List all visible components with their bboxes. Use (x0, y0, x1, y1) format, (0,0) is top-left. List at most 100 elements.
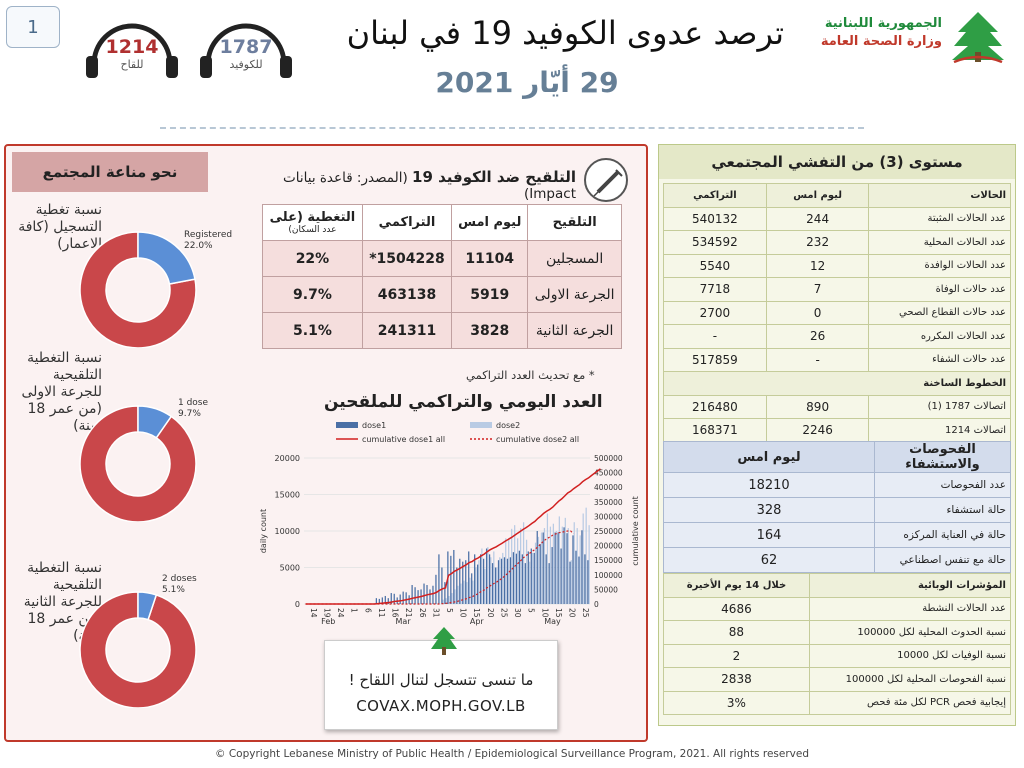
bar-dose1 (384, 595, 386, 604)
y2-tick-label: 450000 (594, 469, 623, 478)
table-header-row: المؤشرات الوبائية خلال 14 يوم الأخيرة (663, 573, 1012, 598)
test-value: 18210 (663, 472, 875, 498)
covax-link[interactable]: COVAX.MOPH.GOV.LB (356, 697, 526, 715)
hotline-covid-label: للكوفيد (229, 57, 263, 71)
donut-remaining-slice (79, 405, 197, 522)
row-yesterday: 5919 (451, 276, 529, 313)
bar-dose1 (509, 557, 512, 604)
table-row: المسجلين 11104 1504228* 22% (262, 240, 622, 277)
table-row: اتصالات 1214 2246 168371 (663, 418, 1011, 443)
bar-dose2 (549, 526, 552, 604)
bar-dose1 (423, 583, 425, 604)
bar-dose2 (508, 538, 510, 604)
y-tick-label: 5000 (280, 564, 300, 573)
headset-icon (86, 23, 178, 94)
x-tick-label: 24 (336, 608, 345, 618)
indicator-value: 2 (663, 643, 810, 668)
donut-registered-series: Registered (184, 230, 233, 240)
bar-dose1 (533, 552, 535, 604)
bar-dose1 (572, 535, 574, 604)
bar-dose2 (490, 557, 492, 604)
case-label: عدد حالات القطاع الصحي (868, 300, 1011, 325)
covax-cta: ما تنسى تتسجل لتنال اللقاح ! (348, 671, 534, 689)
bar-dose2 (493, 551, 495, 604)
x-tick-label: 20 (568, 608, 577, 618)
bar-dose1 (441, 567, 443, 604)
hotline-yesterday: 2246 (765, 418, 870, 443)
page-number: 1 (6, 6, 60, 48)
table-row: إيجابية فحص PCR لكل مئة فحص 3% (663, 690, 1012, 715)
y2-tick-label: 100000 (594, 571, 623, 580)
bar-dose1 (518, 550, 520, 604)
bar-dose2 (552, 523, 555, 604)
case-label: عدد حالات الشفاء (868, 347, 1011, 372)
bar-dose2 (561, 526, 563, 604)
x-tick-label: 30 (513, 608, 522, 618)
donut-dose1-percent: 9.7% (178, 409, 201, 419)
case-yesterday: 244 (765, 206, 870, 231)
community-level-heading: مستوى (3) من التفشي المجتمعي (659, 145, 1015, 179)
case-yesterday: 12 (765, 253, 870, 278)
bar-dose2 (484, 568, 486, 604)
col-header-coverage-l1: التغطية (على (269, 210, 356, 225)
table-row: عدد حالات القطاع الصحي 0 2700 (663, 300, 1011, 325)
indicator-label: نسبة الوفيات لكل 10000 (808, 643, 1012, 668)
legend-swatch (336, 422, 358, 428)
bar-dose1 (506, 558, 509, 604)
bar-dose2 (454, 589, 456, 604)
case-label: عدد الحالات المكرره (868, 324, 1011, 349)
bar-dose2 (478, 560, 480, 604)
table-row: عدد حالات الوفاة 7 7718 (663, 277, 1011, 302)
bar-dose1 (429, 589, 431, 604)
hotline-cumulative: 168371 (663, 418, 767, 443)
row-name: الجرعة الثانية (527, 312, 622, 349)
legend-label: dose2 (496, 421, 520, 430)
indicator-value: 2838 (663, 667, 810, 692)
test-value: 328 (663, 497, 875, 523)
bar-dose2 (457, 585, 459, 604)
bar-dose2 (519, 528, 522, 604)
vaccination-title-bold: التلقيح ضد الكوفيد 19 (412, 168, 576, 186)
donut-dose2-label: 2 doses 5.1% (162, 574, 197, 596)
indicator-label: نسبة الحدوث المحلية لكل 100000 (808, 620, 1012, 645)
row-yesterday: 3828 (451, 312, 529, 349)
coverage-label-dose2: نسبة التغطية التلقيحية للجرعة الثانية (م… (23, 560, 102, 644)
bar-dose1 (587, 560, 589, 604)
table-header-row: الحالات ليوم امس التراكمي (663, 183, 1011, 208)
bar-dose1 (387, 598, 389, 604)
x-tick-label: 14 (309, 608, 318, 618)
cedar-icon (431, 627, 457, 655)
bar-dose1 (494, 567, 497, 604)
bar-dose1 (453, 549, 455, 604)
bar-dose2 (502, 552, 504, 604)
x-tick-label: 10 (540, 608, 549, 618)
y-tick-label: 10000 (275, 527, 300, 536)
case-cumulative: 5540 (663, 253, 767, 278)
test-label: حالة في العناية المركزه (874, 522, 1011, 548)
bar-dose1 (578, 556, 580, 604)
line-cumulative-dose2 (305, 530, 574, 605)
donut-dose1 (79, 405, 197, 522)
row-coverage: 5.1% (262, 312, 363, 349)
x-tick-label: 26 (418, 608, 427, 618)
coverage-label-dose1: نسبة التغطية التلقيحية للجرعة الاولى (من… (21, 350, 102, 434)
x-tick-label: 25 (581, 608, 590, 618)
bar-dose1 (450, 555, 452, 604)
y-tick-label: 20000 (275, 454, 300, 463)
bar-dose1 (566, 533, 568, 604)
row-cumulative: 241311 (361, 312, 453, 349)
bar-dose1 (503, 557, 506, 604)
x-tick-label: 10 (459, 608, 468, 618)
y-axis-label: daily count (259, 509, 268, 553)
donut-filled-slice (137, 231, 196, 285)
bar-dose1 (500, 558, 503, 604)
ministry-line1: الجمهورية اللبنانية (824, 16, 942, 31)
hotline-vaccine-number: 1214 (105, 35, 159, 58)
bar-dose2 (445, 598, 447, 604)
bar-dose2 (585, 507, 587, 604)
report-date: 29 أيّار 2021 (435, 66, 619, 99)
hotlines-header: الخطوط الساخنة (663, 371, 1011, 396)
row-coverage: 9.7% (262, 276, 363, 313)
bar-dose2 (573, 522, 575, 604)
vaccine-syringe-icon (584, 158, 628, 202)
